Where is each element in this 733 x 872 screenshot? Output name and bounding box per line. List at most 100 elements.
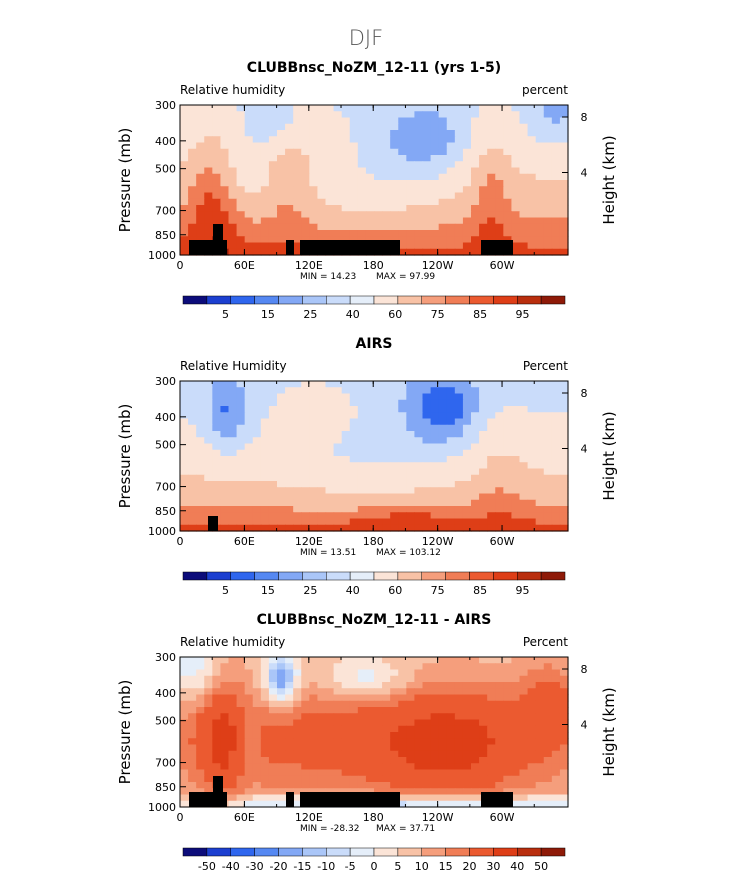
x-tick-label: 60E <box>234 259 255 272</box>
heatmap-cell <box>551 750 561 758</box>
heatmap-cell <box>543 205 553 212</box>
heatmap-cell <box>188 412 197 420</box>
heatmap-cell <box>365 399 375 407</box>
y-tick-label: 700 <box>155 481 176 494</box>
heatmap-cell <box>406 788 416 796</box>
heatmap-cell <box>462 192 472 200</box>
heatmap-cell <box>317 173 327 181</box>
heatmap-cell <box>422 468 432 476</box>
heatmap-cell <box>333 130 343 137</box>
heatmap-cell <box>309 512 319 520</box>
heatmap-cell <box>519 406 529 413</box>
heatmap-cell <box>406 418 416 426</box>
heatmap-cell <box>212 117 222 125</box>
heatmap-cell <box>268 474 278 482</box>
heatmap-cell <box>422 105 432 112</box>
heatmap-cell <box>188 700 197 708</box>
heatmap-cell <box>430 248 440 256</box>
heatmap-cell <box>244 481 254 488</box>
heatmap-cell <box>188 167 197 175</box>
heatmap-cell <box>317 669 327 677</box>
heatmap-cell <box>503 180 513 187</box>
heatmap-cell <box>519 424 529 432</box>
heatmap-cell <box>438 462 448 470</box>
heatmap-cell <box>479 198 488 206</box>
heatmap-cell <box>454 186 464 194</box>
heatmap-cell <box>446 142 456 150</box>
heatmap-cell <box>180 399 189 407</box>
heatmap-cell <box>454 669 464 677</box>
heatmap-cell <box>228 105 238 112</box>
heatmap-cell <box>487 499 496 507</box>
heatmap-cell <box>268 524 278 532</box>
heatmap-cell <box>559 474 569 482</box>
heatmap-cell <box>390 111 399 119</box>
heatmap-cell <box>382 738 391 746</box>
heatmap-cell <box>374 431 383 438</box>
heatmap-cell <box>487 775 496 783</box>
heatmap-cell <box>519 142 529 150</box>
heatmap-cell <box>365 431 375 438</box>
heatmap-cell <box>438 682 448 689</box>
heatmap-cell <box>212 474 222 482</box>
heatmap-cell <box>228 769 238 777</box>
heatmap-cell <box>180 462 189 470</box>
heatmap-cell <box>390 675 399 683</box>
heatmap-cell <box>285 782 294 789</box>
heatmap-cell <box>285 688 294 696</box>
heatmap-cell <box>220 217 230 225</box>
heatmap-cell <box>503 524 513 532</box>
heatmap-cell <box>285 775 294 783</box>
heatmap-cell <box>260 412 270 420</box>
heatmap-cell <box>317 217 327 225</box>
heatmap-cell <box>511 512 521 520</box>
heatmap-cell <box>260 738 270 746</box>
heatmap-cell <box>365 499 375 507</box>
heatmap-cell <box>406 443 416 451</box>
heatmap-cell <box>236 205 246 212</box>
heatmap-cell <box>204 412 213 420</box>
heatmap-cell <box>260 682 270 689</box>
heatmap-cell <box>220 418 230 426</box>
heatmap-cell <box>551 800 561 808</box>
heatmap-cell <box>252 506 262 513</box>
heatmap-cell <box>503 663 513 671</box>
heatmap-cell <box>277 788 286 796</box>
heatmap-cell <box>535 499 545 507</box>
heatmap-cell <box>422 769 432 777</box>
heatmap-cell <box>212 387 222 395</box>
land-block <box>286 240 294 255</box>
heatmap-cell <box>277 155 286 162</box>
heatmap-cell <box>398 412 407 420</box>
heatmap-cell <box>309 763 319 771</box>
heatmap-cell <box>446 707 456 714</box>
heatmap-cell <box>471 136 480 144</box>
heatmap-cell <box>180 393 189 401</box>
heatmap-cell <box>309 443 319 451</box>
heatmap-cell <box>527 725 537 733</box>
x-tick-label: 60E <box>234 811 255 824</box>
heatmap-cell <box>309 663 319 671</box>
heatmap-cell <box>471 186 480 194</box>
heatmap-cell <box>382 161 391 169</box>
heatmap-cell <box>220 123 230 131</box>
heatmap-cell <box>268 669 278 677</box>
heatmap-cell <box>268 732 278 739</box>
heatmap-cell <box>244 707 254 714</box>
heatmap-cell <box>519 211 529 219</box>
heatmap-cell <box>309 230 319 237</box>
heatmap-cell <box>293 418 302 426</box>
heatmap-cell <box>559 769 569 777</box>
heatmap-cell <box>390 474 399 482</box>
heatmap-cell <box>220 412 230 420</box>
heatmap-cell <box>382 719 391 727</box>
heatmap-cell <box>260 142 270 150</box>
heatmap-cell <box>519 499 529 507</box>
heatmap-cell <box>317 223 327 231</box>
heatmap-cell <box>398 763 407 771</box>
heatmap-cell <box>325 123 335 131</box>
heatmap-cell <box>333 487 343 495</box>
heatmap-cell <box>285 750 294 758</box>
heatmap-cell <box>390 155 399 162</box>
heatmap-cell <box>511 211 521 219</box>
